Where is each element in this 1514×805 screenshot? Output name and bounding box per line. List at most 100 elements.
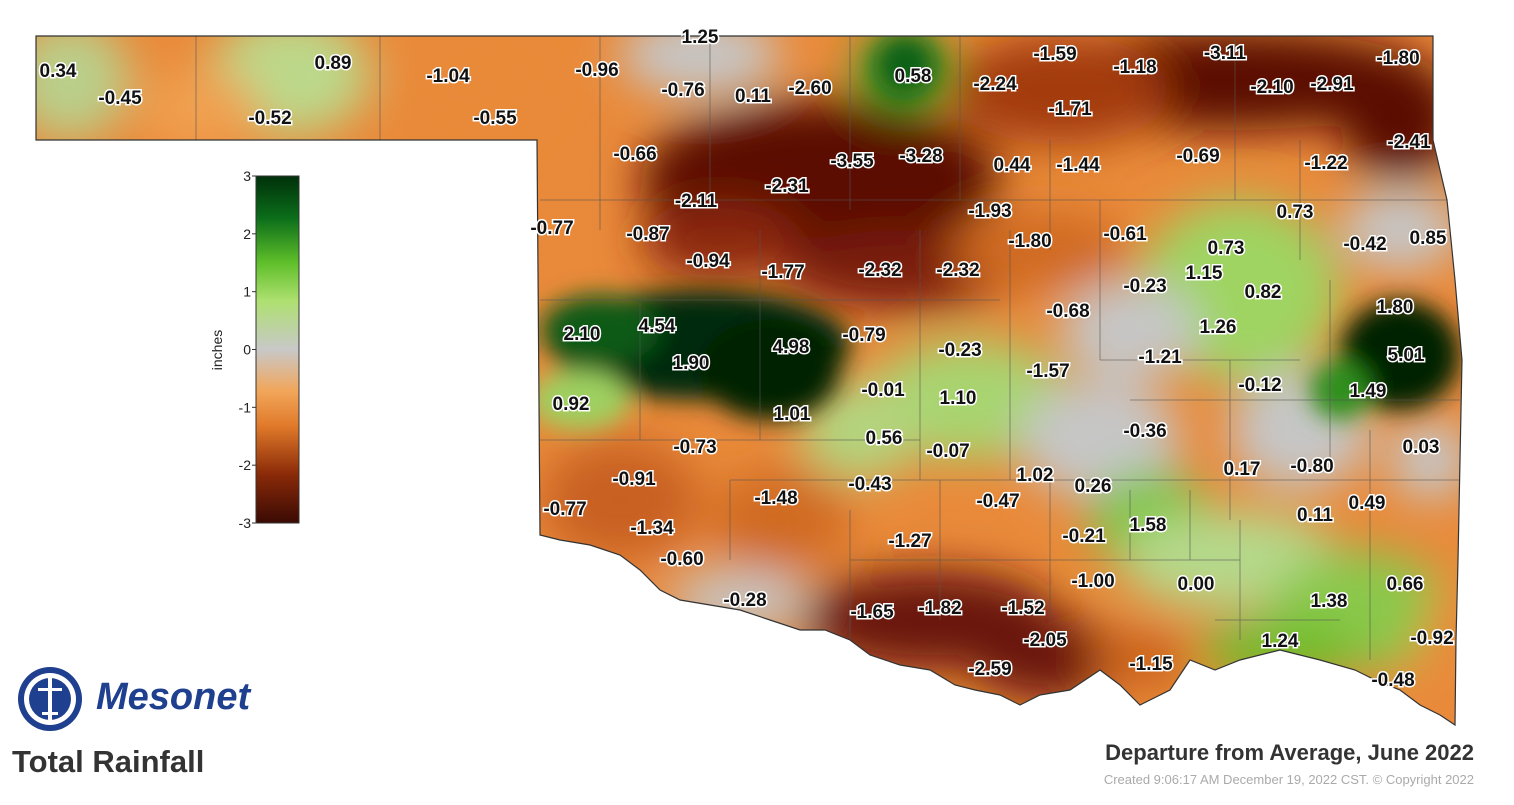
station-value-label: -0.48	[1371, 670, 1414, 691]
station-value-label: -0.91	[612, 469, 656, 490]
station-value-label: -1.57	[1026, 361, 1069, 382]
station-value-label: -1.34	[630, 518, 674, 539]
station-value-label: 0.82	[1245, 282, 1282, 303]
station-value-label: -0.23	[1123, 276, 1166, 297]
station-value-label: -1.44	[1056, 155, 1100, 176]
station-value-label: -3.11	[1204, 43, 1247, 64]
station-value-label: 0.89	[315, 53, 352, 74]
station-value-label: 0.92	[553, 394, 590, 415]
station-value-label: 1.26	[1200, 317, 1237, 338]
legend-tick-label: 3	[243, 168, 251, 184]
station-value-label: -2.24	[973, 74, 1017, 95]
station-value-label: -3.55	[830, 151, 874, 172]
mesonet-logo	[18, 667, 82, 731]
station-value-label: 0.85	[1410, 228, 1447, 249]
station-value-label: -0.61	[1103, 224, 1147, 245]
station-value-label: -0.42	[1343, 234, 1386, 255]
station-value-label: -1.80	[1008, 231, 1051, 252]
station-value-label: 0.56	[866, 428, 903, 449]
station-values: 0.34 -0.45 0.89 -0.52 -1.04-0.55 -0.96 1.25 -0.…	[38, 26, 1455, 693]
legend-unit-label: inches	[209, 330, 225, 370]
station-value-label: 2.10	[564, 324, 601, 345]
station-value-label: -0.77	[543, 499, 586, 520]
station-value-label: 1.38	[1311, 591, 1348, 612]
station-value-label: -0.43	[848, 474, 891, 495]
station-value-label: -0.73	[673, 437, 716, 458]
station-value-label: -0.12	[1238, 375, 1281, 396]
station-value-label: 0.34	[40, 61, 77, 82]
station-value-label: -1.65	[850, 602, 894, 623]
station-value-label: 1.90	[673, 353, 710, 374]
legend: 3 2 1 0 -1 -2 -3 inches	[209, 168, 300, 531]
station-value-label: -0.01	[861, 380, 905, 401]
legend-tick-label: 2	[243, 226, 251, 242]
station-value-label: -0.92	[1410, 628, 1453, 649]
station-value-label: 0.73	[1208, 238, 1245, 259]
station-value-label: -1.77	[761, 262, 804, 283]
station-value-label: 0.44	[994, 155, 1031, 176]
station-value-label: -1.59	[1033, 44, 1076, 65]
station-value-label: -2.32	[858, 260, 901, 281]
station-value-label: -0.45	[98, 88, 142, 109]
station-value-label: -3.28	[899, 146, 942, 167]
station-value-label: -0.68	[1046, 301, 1089, 322]
station-value-label: 0.58	[895, 66, 932, 87]
station-value-label: -0.60	[660, 549, 703, 570]
station-value-label: -0.94	[686, 251, 730, 272]
station-value-label: -0.69	[1176, 146, 1219, 167]
station-value-label: -2.59	[968, 659, 1011, 680]
station-value-label: -2.05	[1023, 630, 1067, 651]
station-value-label: 0.03	[1403, 437, 1440, 458]
station-value-label: 1.15	[1186, 263, 1223, 284]
station-value-label: -1.04	[426, 66, 470, 87]
station-value-label: -1.21	[1138, 347, 1182, 368]
station-value-label: -1.18	[1113, 57, 1156, 78]
station-value-label: -0.47	[976, 491, 1019, 512]
station-value-label: -0.23	[938, 340, 981, 361]
station-value-label: 0.49	[1349, 493, 1386, 514]
station-value-label: 1.25	[682, 27, 719, 48]
legend-tick-label: 1	[243, 284, 251, 300]
station-value-label: -1.22	[1304, 153, 1347, 174]
county-boundaries	[195, 36, 1460, 660]
station-value-label: 1.10	[940, 388, 977, 409]
station-value-label: 0.73	[1277, 202, 1314, 223]
station-value-label: -1.27	[888, 531, 931, 552]
station-value-label: 0.00	[1178, 574, 1215, 595]
station-value-label: 0.17	[1224, 459, 1261, 480]
legend-tick-label: -1	[239, 399, 252, 415]
station-value-label: -0.96	[575, 60, 618, 81]
station-value-label: -1.93	[968, 201, 1011, 222]
station-value-label: 0.26	[1075, 476, 1112, 497]
station-value-label: -2.91	[1310, 74, 1354, 95]
station-value-label: -0.76	[661, 80, 704, 101]
station-value-label: -1.48	[754, 488, 797, 509]
station-value-label: -1.00	[1071, 571, 1114, 592]
station-value-label: -2.10	[1250, 77, 1293, 98]
station-value-label: -0.80	[1290, 456, 1333, 477]
legend-tick-label: -2	[239, 457, 252, 473]
station-value-label: -0.36	[1123, 421, 1166, 442]
station-value-label: -2.11	[675, 191, 718, 212]
created-timestamp: Created 9:06:17 AM December 19, 2022 CST…	[1103, 772, 1474, 787]
station-value-label: 1.02	[1017, 465, 1054, 486]
station-value-label: -2.31	[765, 176, 809, 197]
legend-colorbar	[255, 175, 300, 524]
map-subtitle: Departure from Average, June 2022	[1105, 740, 1474, 765]
station-value-label: -1.82	[918, 598, 961, 619]
station-value-label: -1.71	[1048, 99, 1092, 120]
station-value-label: -0.28	[723, 590, 766, 611]
station-value-label: -0.52	[248, 108, 291, 129]
station-value-label: 1.49	[1350, 381, 1387, 402]
legend-tick-label: -3	[239, 515, 252, 531]
station-value-label: -0.21	[1062, 526, 1106, 547]
legend-tick-label: 0	[243, 342, 251, 358]
brand-name: Mesonet	[96, 676, 251, 718]
station-value-label: 1.24	[1262, 631, 1299, 652]
station-value-label: -0.66	[613, 144, 656, 165]
station-value-label: 1.58	[1130, 515, 1167, 536]
station-value-label: 1.80	[1377, 297, 1414, 318]
station-value-label: -0.77	[530, 218, 573, 239]
